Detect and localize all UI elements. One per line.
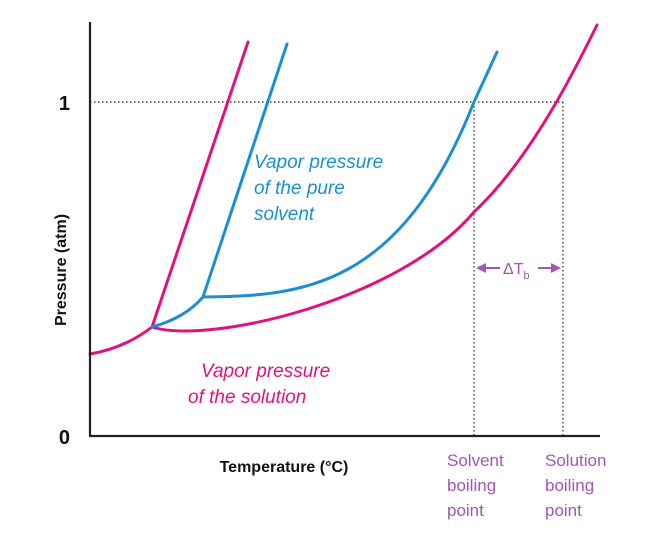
y-axis-label: Pressure (atm) [53,214,70,326]
solution-label-line-1: Vapor pressure [201,361,330,382]
guide-lines [90,101,564,436]
solution-sublimation-curve [88,325,154,356]
solution-melting-curve [150,40,250,329]
solvent-label-line-1: Vapor pressure [254,152,383,173]
solution-curves [88,23,599,356]
delta-tb-arrow-right-head [551,263,561,273]
delta-tb-arrow-left-head [476,263,486,273]
solvent-label-line-3: solvent [254,204,315,225]
solvent-curve-label: Vapor pressure of the pure solvent [254,152,383,225]
y-tick-0: 0 [59,427,70,449]
solution-bp-label: Solution boiling point [545,451,606,520]
solvent-bp-label: Solvent boiling point [447,451,504,520]
solution-label-line-2: of the solution [188,387,306,408]
solvent-label-line-2: of the pure [254,178,345,199]
solvent-bp-line-1: Solvent [447,451,504,470]
y-tick-1: 1 [59,93,70,115]
axes [88,22,600,438]
solution-curve-label: Vapor pressure of the solution [188,361,330,408]
delta-tb-label: ΔTb [503,261,530,282]
solution-vapor-pressure-curve [150,23,599,333]
solvent-vapor-pressure-curve [201,50,499,299]
solvent-curves [150,42,499,329]
delta-tb-subscript: b [523,270,529,282]
delta-tb-main: ΔT [503,261,524,278]
x-axis-label: Temperature (°C) [220,459,349,476]
solvent-sublimation-curve [150,295,205,329]
solvent-melting-curve [201,42,289,299]
delta-tb-annotation: ΔTb [476,261,561,282]
solution-bp-line-2: boiling [545,476,594,495]
solvent-bp-line-3: point [447,501,484,520]
solution-bp-line-1: Solution [545,451,606,470]
solution-bp-line-3: point [545,501,582,520]
solvent-bp-line-2: boiling [447,476,496,495]
